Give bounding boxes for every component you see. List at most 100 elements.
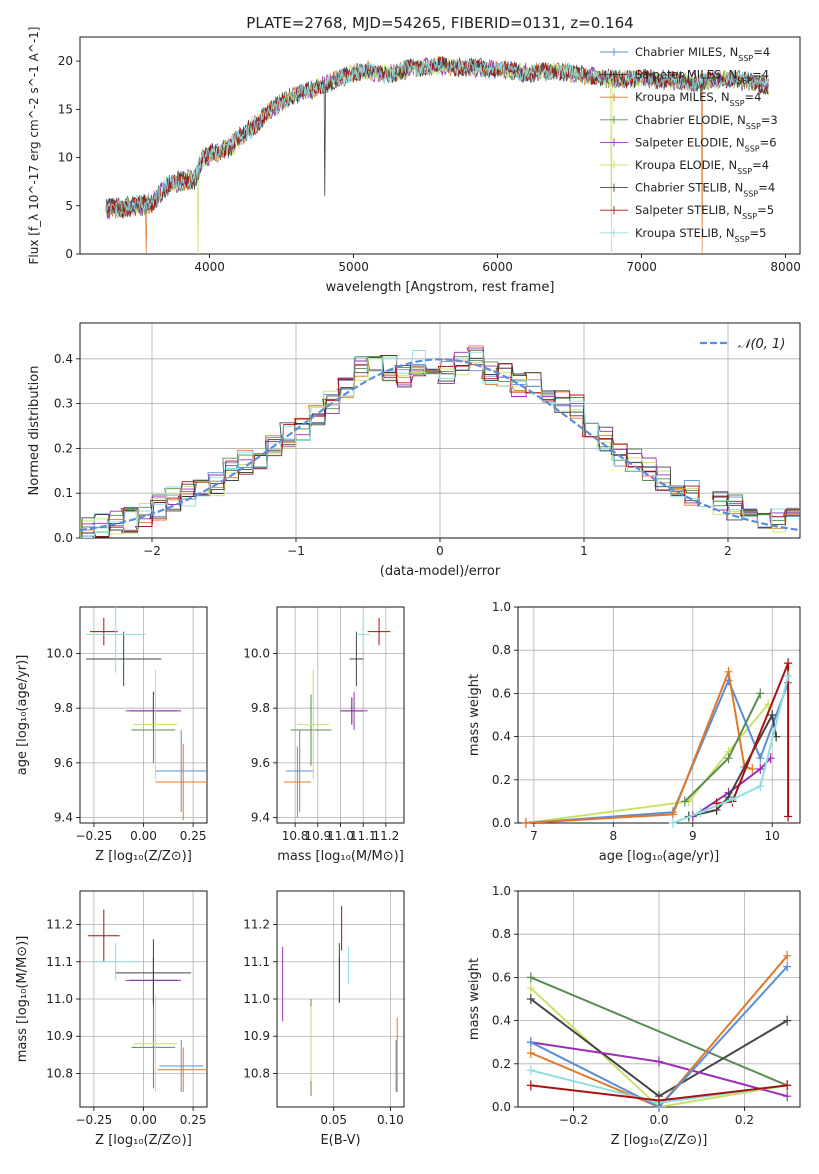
histogram-step <box>80 355 800 538</box>
y-tick-label: 9.8 <box>251 701 270 715</box>
weight-point <box>521 818 530 828</box>
legend-label: Kroupa MILES, NSSP=4 <box>635 90 761 108</box>
weight-point <box>724 666 733 677</box>
weight-point <box>783 1091 792 1102</box>
normal-curve <box>79 358 801 532</box>
x-tick-label: 4000 <box>194 260 225 274</box>
y-tick-label: 0.8 <box>492 643 511 657</box>
axis-frame <box>276 890 405 1108</box>
weight-point <box>668 818 677 828</box>
x-axis-label: (data-model)/error <box>380 564 501 579</box>
weight-line <box>525 677 790 823</box>
x-tick-label: 0.10 <box>377 1113 404 1127</box>
weight-line <box>530 965 788 1107</box>
histogram-step <box>80 350 800 538</box>
y-tick-label: 10.8 <box>46 1066 73 1080</box>
spectrum-legend: Chabrier MILES, NSSP=4 Salpeter MILES, NS… <box>600 45 778 243</box>
y-tick-label: 10 <box>58 151 73 165</box>
y-axis-label: Flux [f_λ 10^-17 erg cm^-2 s^-1 A^-1] <box>27 27 41 265</box>
y-tick-label: 0 <box>65 247 73 261</box>
y-axis-label: mass [log₁₀(M/M⊙)] <box>15 936 30 1063</box>
weight-point <box>724 753 733 764</box>
histogram-step <box>80 345 800 538</box>
x-tick-label: 10.8 <box>282 829 309 843</box>
legend-label: Kroupa STELIB, NSSP=5 <box>635 226 766 244</box>
y-tick-label: 0.0 <box>54 531 73 545</box>
x-tick-label: 11.1 <box>350 829 377 843</box>
weight-point <box>784 658 793 669</box>
x-tick-label: 10 <box>765 829 780 843</box>
y-tick-label: 9.8 <box>54 701 73 715</box>
x-tick-label: 8 <box>610 829 618 843</box>
y-tick-label: 9.6 <box>54 756 73 770</box>
y-tick-label: 0.3 <box>54 397 73 411</box>
y-tick-label: 15 <box>58 102 73 116</box>
grid-lines <box>80 891 207 1107</box>
axis-frame <box>276 606 405 824</box>
y-tick-label: 0.0 <box>492 1100 511 1114</box>
x-tick-label: 7 <box>530 829 538 843</box>
axis-frame <box>79 322 801 539</box>
histogram-step <box>80 361 800 537</box>
weight-point <box>526 1065 535 1076</box>
x-tick-label: 0.00 <box>130 1113 157 1127</box>
x-tick-label: 0.05 <box>320 1113 347 1127</box>
spectrum-line <box>105 57 769 219</box>
axis-frame <box>517 606 801 824</box>
legend-label: 𝒩(0, 1) <box>738 337 785 352</box>
weight-point <box>526 994 535 1004</box>
weight-line <box>530 955 788 1107</box>
axis-frame <box>79 606 208 824</box>
figure-title: PLATE=2768, MJD=54265, FIBERID=0131, z=0… <box>246 14 633 32</box>
y-axis-label: Normed distribution <box>27 366 42 496</box>
y-tick-label: 0.0 <box>492 816 511 830</box>
x-tick-label: 0.00 <box>130 829 157 843</box>
weight-point <box>748 764 757 774</box>
legend-label: Chabrier STELIB, NSSP=4 <box>635 181 775 199</box>
x-tick-label: −2 <box>143 544 161 558</box>
y-tick-label: 10.0 <box>46 646 73 660</box>
panel-age-vs-mass: 10.810.911.011.111.2 9.4 9.6 9.8 10.0 mass [l… <box>243 606 405 864</box>
weight-line <box>530 976 788 1087</box>
weight-point <box>756 753 765 764</box>
y-tick-label: 5 <box>65 199 73 213</box>
y-tick-label: 1.0 <box>492 600 511 614</box>
x-axis-label: mass [log₁₀(M/M⊙)] <box>277 849 404 864</box>
weight-point <box>783 961 792 972</box>
x-tick-label: 0.2 <box>735 1113 754 1127</box>
y-tick-label: 0.8 <box>492 927 511 941</box>
x-axis-label: Z [log₁₀(Z/Z⊙)] <box>95 1133 192 1148</box>
y-tick-label: 0.6 <box>492 970 511 984</box>
panel-weight-vs-Z: −0.2 0.0 0.2 0.0 0.2 0.4 0.6 0.8 1.0 Z [log₁₀(Z/Z… <box>467 884 801 1148</box>
x-axis-label: age [log₁₀(age/yr)] <box>599 849 720 864</box>
x-tick-label: 0.25 <box>180 829 207 843</box>
weight-point <box>784 811 793 822</box>
y-tick-label: 11.0 <box>46 992 73 1006</box>
weight-point <box>728 794 737 805</box>
panel-mass-vs-Z: −0.25 0.00 0.25 10.8 10.9 11.0 11.1 11.2 Z [log₁… <box>15 890 208 1148</box>
x-tick-label: 1 <box>580 544 588 558</box>
y-axis-label: age [log₁₀(age/yr)] <box>15 655 30 776</box>
x-axis-label: E(B-V) <box>320 1133 360 1148</box>
x-tick-label: −0.25 <box>76 829 113 843</box>
panel-mass-vs-EBV: 0.05 0.10 10.8 10.9 11.0 11.1 11.2 E(B-V) <box>243 890 405 1148</box>
axis-frame <box>79 890 208 1108</box>
weight-point <box>784 671 793 682</box>
grid-lines <box>518 606 800 824</box>
x-tick-label: 10.9 <box>304 829 331 843</box>
y-tick-label: 0.2 <box>54 441 73 455</box>
legend-label: Chabrier ELODIE, NSSP=3 <box>635 113 778 131</box>
grid-lines <box>277 607 404 823</box>
y-tick-label: 20 <box>58 54 73 68</box>
weight-point <box>526 1048 535 1058</box>
weight-point <box>680 796 689 807</box>
weight-point <box>756 764 765 774</box>
legend-label: Salpeter STELIB, NSSP=5 <box>635 203 774 221</box>
weight-point <box>655 1056 663 1067</box>
x-tick-label: −0.25 <box>76 1113 113 1127</box>
legend-label: Chabrier MILES, NSSP=4 <box>635 45 770 63</box>
x-tick-label: 7000 <box>626 260 657 274</box>
x-tick-label: 11.2 <box>372 829 399 843</box>
weight-point <box>696 807 705 818</box>
x-axis-label: wavelength [Angstrom, rest frame] <box>326 280 555 295</box>
